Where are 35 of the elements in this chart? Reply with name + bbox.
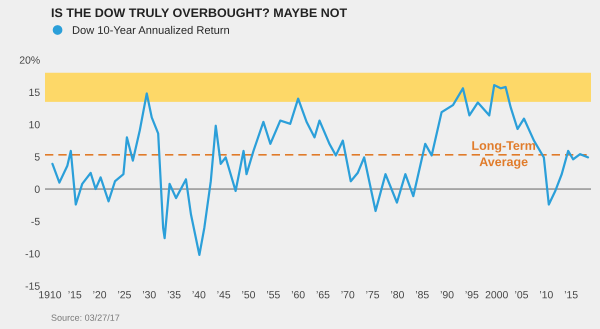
x-tick-label: ’10 (540, 291, 553, 298)
x-tick-label: ’05 (515, 291, 528, 298)
x-tick-label: ’20 (93, 291, 106, 298)
x-tick-label: ’90 (440, 291, 454, 298)
line-series (51, 84, 590, 256)
x-tick-label: ’25 (118, 291, 131, 298)
y-tick-label: 15 (29, 88, 40, 96)
x-tick-label: ’30 (142, 291, 156, 298)
x-tick-label: ’60 (292, 291, 305, 298)
x-tick-label: ’95 (466, 291, 478, 298)
x-tick-label: ’65 (316, 291, 330, 298)
x-tick-label: 2000 (486, 291, 508, 298)
x-tick-label: ’80 (391, 291, 404, 298)
y-tick-label: -15 (26, 282, 40, 290)
x-tick-label: ’15 (564, 291, 578, 298)
x-tick-label: ’55 (267, 291, 280, 298)
source-note: Source: 03/27/17 (51, 314, 120, 321)
x-tick-label: ’45 (217, 291, 230, 298)
x-tick-label: ’40 (192, 291, 206, 298)
y-tick-label: 5 (34, 153, 40, 161)
chart-title: IS THE DOW TRULY OVERBOUGHT? MAYBE NOT (52, 8, 347, 18)
x-tick-label: 1910 (39, 291, 62, 298)
y-tick-label: -5 (31, 218, 40, 226)
ref-line-label: Long-Term Average (472, 141, 536, 169)
x-tick-label: ’85 (416, 291, 429, 298)
y-tick-label: 20% (20, 56, 40, 64)
x-tick-label: ’15 (68, 291, 82, 298)
y-tick-label: -10 (26, 250, 40, 258)
x-tick-label: ’70 (341, 291, 354, 298)
x-tick-label: ’50 (242, 291, 256, 298)
legend-label: Dow 10-Year Annualized Return (72, 26, 229, 34)
y-tick-label: 10 (29, 120, 40, 128)
y-tick-label: 0 (34, 186, 40, 193)
x-tick-label: ’75 (366, 291, 380, 298)
x-tick-label: ’35 (168, 291, 181, 298)
